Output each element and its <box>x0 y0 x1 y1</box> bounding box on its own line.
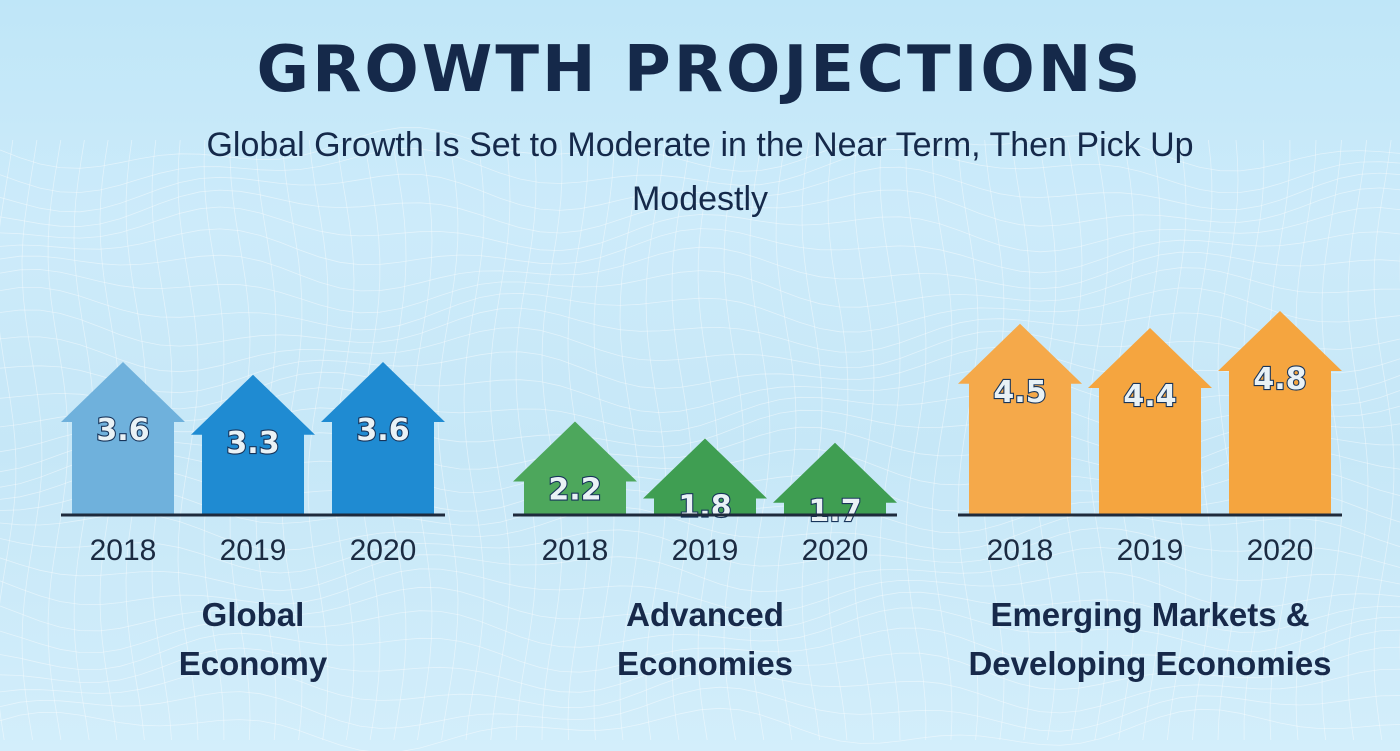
year-label: 2020 <box>802 534 869 567</box>
chart-title-line: Economy <box>179 645 328 682</box>
chart-title-line: Developing Economies <box>968 645 1331 682</box>
value-label: 4.4 <box>1123 379 1176 414</box>
chart-advanced-economies: 2.2 1.8 1.7 2018 2019 2020 Advanced Economies <box>513 421 897 682</box>
value-label: 4.5 <box>993 375 1046 410</box>
bar-2019 <box>191 374 315 515</box>
value-label: 2.2 <box>548 473 601 508</box>
year-label: 2019 <box>672 534 739 567</box>
value-label: 3.3 <box>226 426 279 461</box>
bar-2020 <box>321 362 445 515</box>
bar-2020 <box>773 442 897 515</box>
year-label: 2020 <box>350 534 417 567</box>
value-label: 3.6 <box>96 413 149 448</box>
chart-title-line: Advanced <box>626 596 784 633</box>
bar-2019 <box>643 438 767 515</box>
year-label: 2019 <box>220 534 287 567</box>
value-label: 1.8 <box>678 490 731 525</box>
value-label: 3.6 <box>356 413 409 448</box>
bar-2020 <box>1218 311 1342 515</box>
chart-title-line: Global <box>202 596 305 633</box>
year-label: 2018 <box>987 534 1054 567</box>
page-title: GROWTH PROJECTIONS <box>256 33 1144 107</box>
year-label: 2020 <box>1247 534 1314 567</box>
bar-2018 <box>513 421 637 515</box>
chart-title-line: Economies <box>617 645 793 682</box>
bar-2018 <box>958 323 1082 515</box>
chart-global-economy: 3.6 3.3 3.6 2018 2019 2020 Global Economy <box>61 362 445 682</box>
bar-2019 <box>1088 328 1212 515</box>
value-label: 1.7 <box>808 494 861 529</box>
chart-title-line: Emerging Markets & <box>990 596 1309 633</box>
value-label: 4.8 <box>1253 362 1306 397</box>
chart-emerging-markets-and-developing-economies: 4.5 4.4 4.8 2018 2019 2020 Emerging Markets & D… <box>958 311 1342 682</box>
page-subtitle: Global Growth Is Set to Moderate in the … <box>206 126 1194 218</box>
year-label: 2018 <box>90 534 157 567</box>
year-label: 2019 <box>1117 534 1184 567</box>
bar-2018 <box>61 362 185 515</box>
heading: GROWTH PROJECTIONS Global Growth Is Set … <box>0 0 1400 226</box>
year-label: 2018 <box>542 534 609 567</box>
